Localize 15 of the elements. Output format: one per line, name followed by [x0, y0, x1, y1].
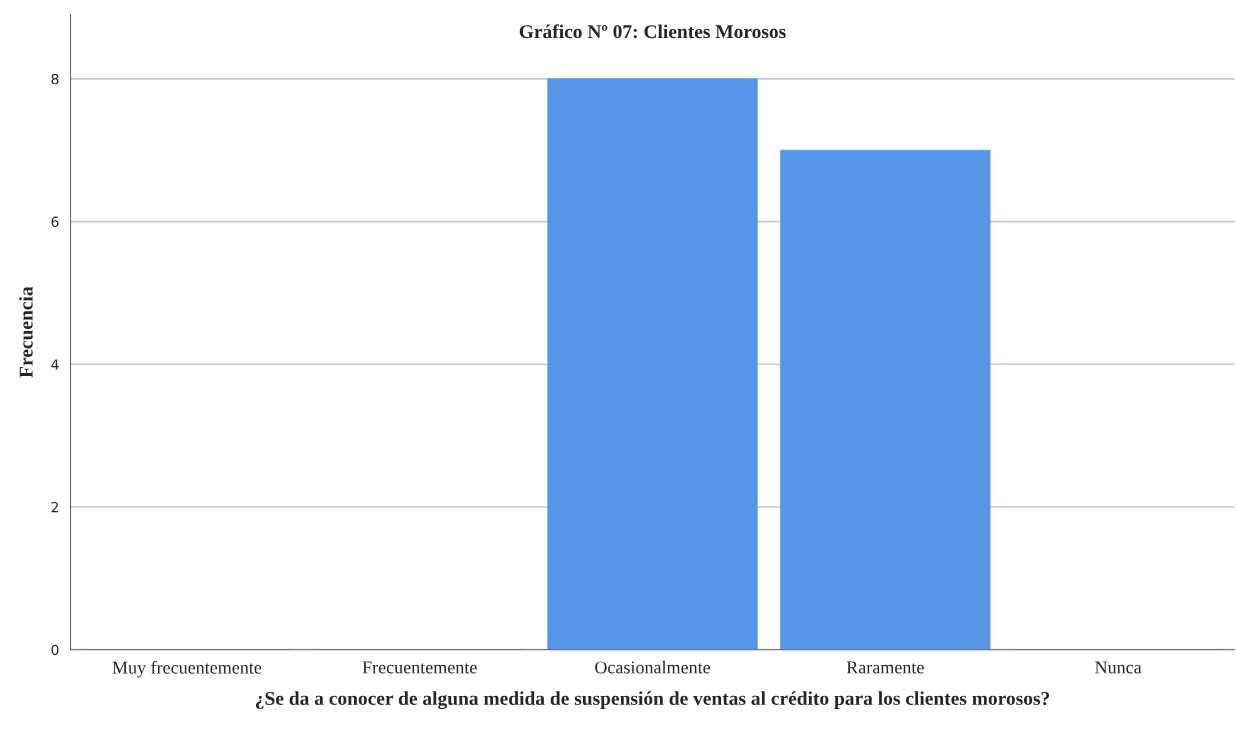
x-tick-label: Nunca: [1095, 661, 1142, 674]
bar: [547, 78, 758, 650]
x-tick-label: Ocasionalmente: [595, 660, 711, 674]
y-tick-label: 4: [51, 359, 59, 370]
x-tick-label: Raramente: [846, 661, 924, 674]
y-tick-label: 6: [51, 216, 59, 228]
x-tick-label: Muy frecuentemente: [112, 660, 262, 678]
bar: [780, 149, 991, 650]
y-tick-label: 0: [51, 644, 59, 656]
x-axis-title: ¿Se da a conocer de alguna medida de suspensión de ventas al crédito para los clientes morosos?: [255, 691, 1050, 710]
y-axis-title: Frecuencia: [19, 286, 33, 378]
chart-title: Gráfico Nº 07: Clientes Morosos: [519, 24, 786, 39]
y-tick-label: 8: [51, 73, 59, 85]
y-tick-label: 2: [51, 501, 59, 513]
x-tick-label: Frecuentemente: [362, 661, 477, 674]
